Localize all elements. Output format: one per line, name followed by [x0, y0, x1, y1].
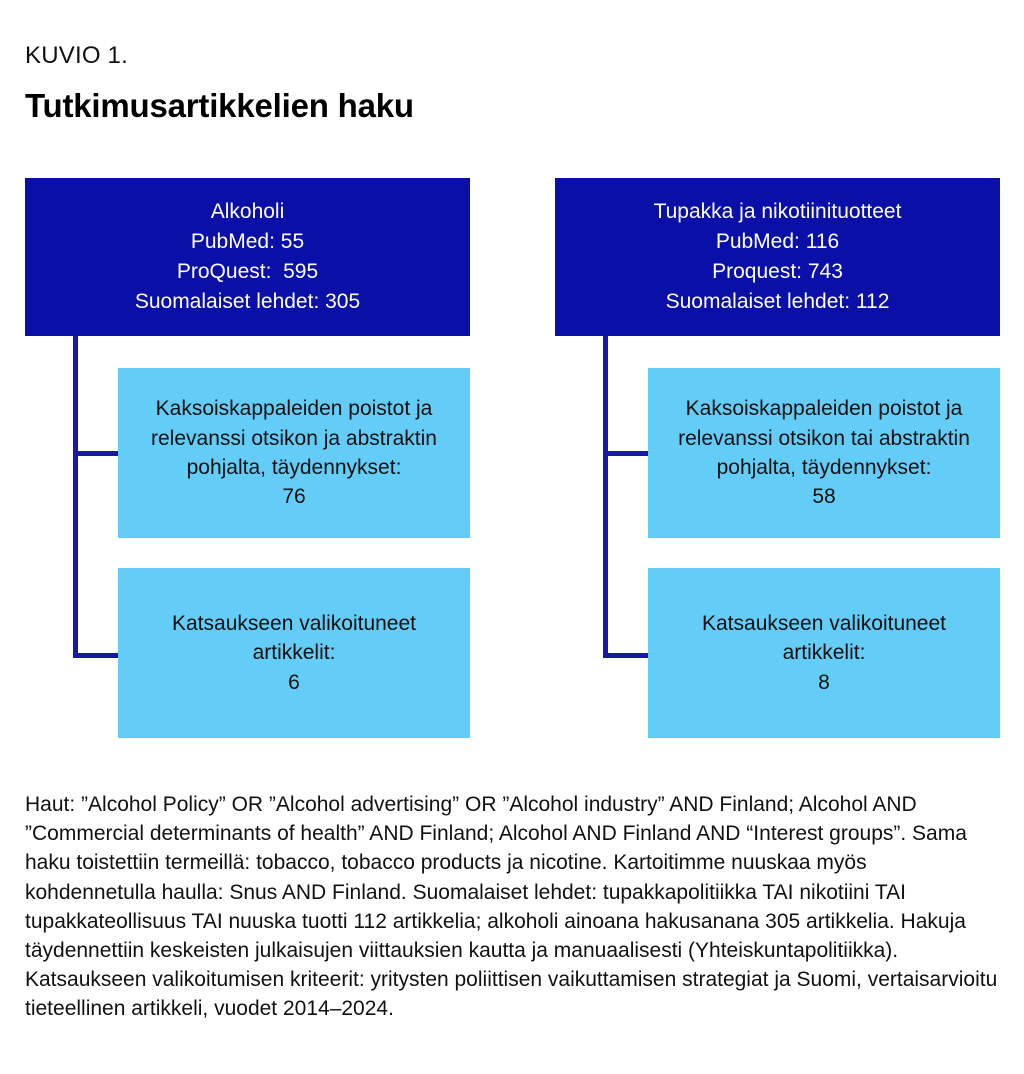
- source-box-alkoholi-line-3: ProQuest: 595: [176, 260, 319, 283]
- step-box-alkoholi-screening-line-1: Kaksoiskappaleiden poistot ja: [155, 397, 433, 421]
- step-box-tupakka-included-line-2: artikkelit:: [782, 641, 866, 665]
- step-box-alkoholi-screening: Kaksoiskappaleiden poistot ja relevanssi…: [118, 368, 470, 538]
- step-box-tupakka-screening-line-3: pohjalta, täydennykset:: [716, 456, 932, 479]
- source-box-alkoholi-line-4: Suomalaiset lehdet: 305: [134, 289, 361, 313]
- source-box-tupakka-line-4: Suomalaiset lehdet: 112: [665, 289, 890, 313]
- figure-number-label: KUVIO 1.: [25, 42, 128, 69]
- step-box-tupakka-screening-value: 58: [812, 485, 836, 509]
- source-box-alkoholi: Alkoholi PubMed: 55 ProQuest: 595 Suomal…: [25, 178, 470, 336]
- connector-horizontal-alkoholi-step1: [73, 451, 120, 456]
- page-title: Tutkimusartikkelien haku: [25, 87, 414, 124]
- step-box-alkoholi-screening-line-3: pohjalta, täydennykset:: [186, 456, 402, 479]
- source-box-alkoholi-line-1: Alkoholi: [210, 200, 285, 224]
- step-box-alkoholi-screening-value: 76: [282, 485, 306, 509]
- step-box-alkoholi-included: Katsaukseen valikoituneet artikkelit: 6: [118, 568, 470, 738]
- step-box-alkoholi-screening-line-2: relevanssi otsikon ja abstraktin: [151, 426, 437, 450]
- step-box-tupakka-screening-line-1: Kaksoiskappaleiden poistot ja: [685, 397, 963, 421]
- source-box-tupakka-line-2: PubMed: 116: [715, 230, 840, 254]
- step-box-tupakka-included-value: 8: [818, 670, 830, 694]
- step-box-tupakka-screening: Kaksoiskappaleiden poistot ja relevanssi…: [648, 368, 1000, 538]
- step-box-tupakka-screening-line-2: relevanssi otsikon tai abstraktin: [678, 426, 970, 450]
- step-box-alkoholi-included-line-2: artikkelit:: [252, 641, 336, 665]
- source-box-alkoholi-line-2: PubMed: 55: [190, 230, 305, 254]
- step-box-alkoholi-included-line-1: Katsaukseen valikoituneet: [172, 611, 416, 635]
- source-box-tupakka-line-1: Tupakka ja nikotiinituotteet: [653, 200, 902, 224]
- source-box-tupakka: Tupakka ja nikotiinituotteet PubMed: 116…: [555, 178, 1000, 336]
- step-box-alkoholi-included-value: 6: [288, 670, 300, 694]
- connector-vertical-tupakka: [603, 336, 608, 658]
- step-box-tupakka-included-line-1: Katsaukseen valikoituneet: [702, 611, 946, 635]
- connector-horizontal-tupakka-step1: [603, 451, 650, 456]
- source-box-tupakka-line-3: Proquest: 743: [712, 260, 843, 283]
- step-box-tupakka-included: Katsaukseen valikoituneet artikkelit: 8: [648, 568, 1000, 738]
- connector-horizontal-tupakka-step2: [603, 653, 650, 658]
- figure-caption: Haut: ”Alcohol Policy” OR ”Alcohol adver…: [25, 793, 1004, 1021]
- connector-vertical-alkoholi: [73, 336, 78, 658]
- connector-horizontal-alkoholi-step2: [73, 653, 120, 658]
